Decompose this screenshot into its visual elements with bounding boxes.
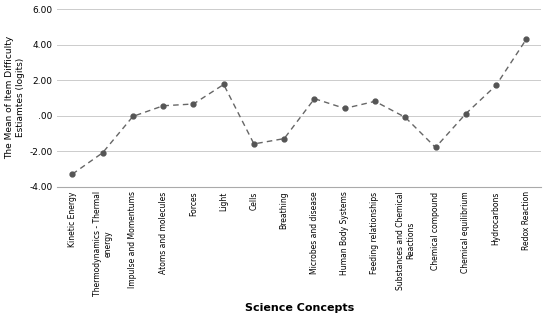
X-axis label: Science Concepts: Science Concepts (245, 303, 354, 314)
Y-axis label: The Mean of Item Difficulty
Estiamtes (logits): The Mean of Item Difficulty Estiamtes (l… (5, 36, 25, 160)
